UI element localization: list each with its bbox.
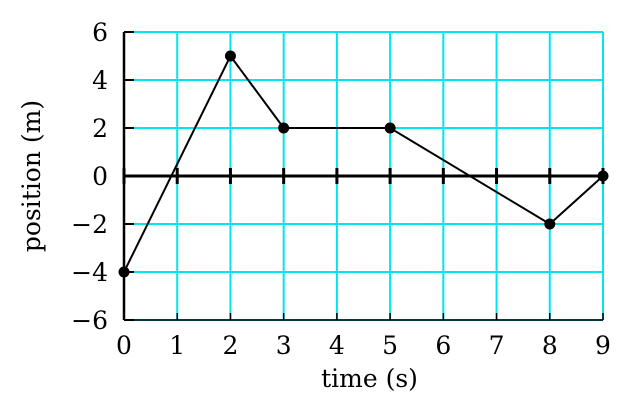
y-tick-label: −2 — [71, 210, 108, 239]
y-tick-label: −4 — [71, 258, 108, 287]
data-point — [384, 122, 396, 134]
y-tick-label: 2 — [92, 114, 108, 143]
x-tick-label: 6 — [435, 331, 451, 360]
data-point — [597, 170, 609, 182]
x-axis-title: time (s) — [321, 364, 418, 393]
series-group — [118, 50, 609, 278]
data-point — [278, 122, 290, 134]
series-line — [123, 54, 604, 273]
x-tick-label: 0 — [116, 331, 132, 360]
x-tick-label: 5 — [382, 331, 398, 360]
y-axis-title: position (m) — [17, 100, 46, 252]
x-tick-label: 3 — [276, 331, 292, 360]
x-tick-label: 1 — [169, 331, 185, 360]
x-axis: 0 1 2 3 4 5 6 7 8 9 — [116, 168, 611, 360]
y-tick-label: 6 — [92, 18, 108, 47]
x-tick-label: 7 — [489, 331, 505, 360]
y-axis: 6 4 2 0 −2 −4 −6 — [71, 18, 134, 335]
data-point — [544, 218, 556, 230]
x-tick-label: 4 — [329, 331, 345, 360]
y-tick-label: −6 — [71, 306, 108, 335]
x-tick-label: 9 — [595, 331, 611, 360]
y-tick-label: 4 — [92, 66, 108, 95]
y-tick-label: 0 — [92, 162, 108, 191]
x-tick-label: 8 — [542, 331, 558, 360]
data-point — [118, 266, 130, 278]
x-tick-label: 2 — [222, 331, 238, 360]
data-point — [224, 50, 236, 62]
